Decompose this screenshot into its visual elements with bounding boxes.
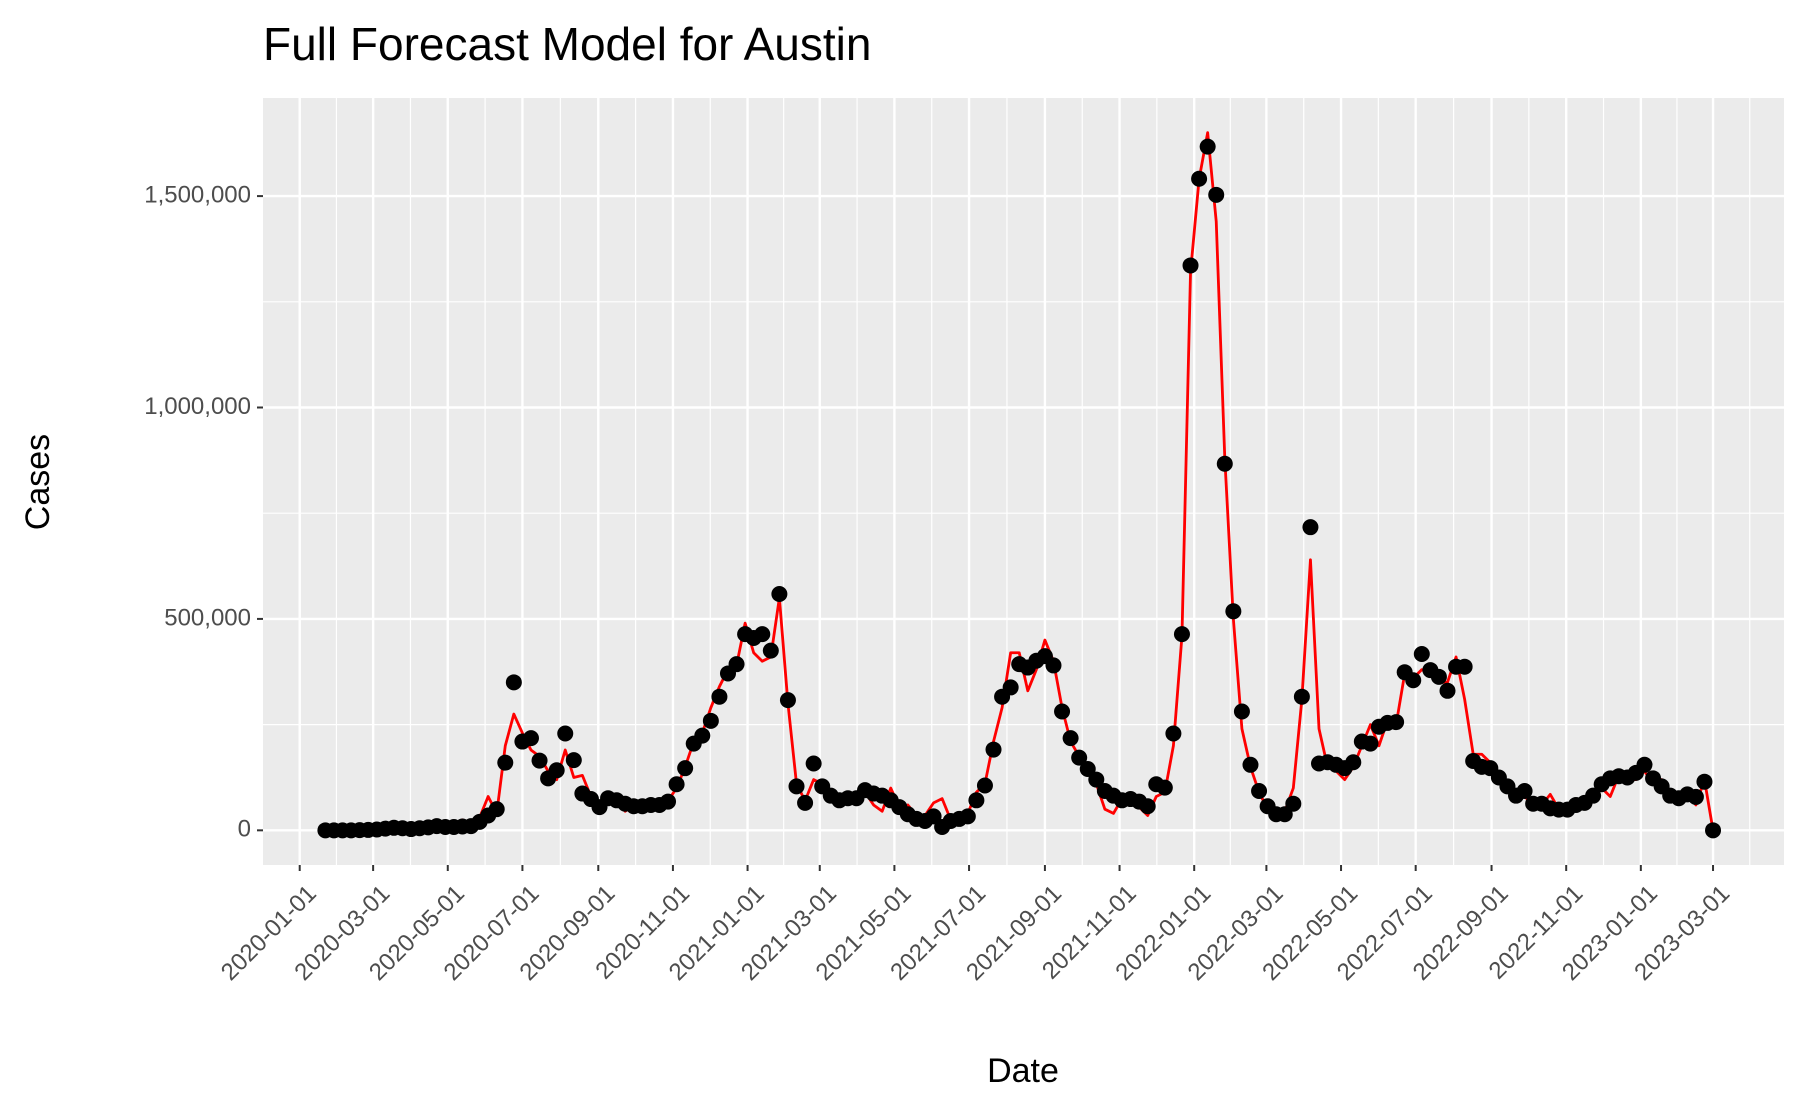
- data-point: [1276, 806, 1293, 823]
- data-point: [968, 792, 985, 809]
- data-point: [1182, 257, 1199, 274]
- data-point: [1079, 761, 1096, 778]
- data-point: [505, 674, 522, 691]
- y-axis-title: Cases: [19, 434, 57, 530]
- x-axis-title: Date: [987, 1052, 1059, 1090]
- data-point: [1002, 679, 1019, 696]
- data-point: [1071, 749, 1088, 766]
- data-point: [788, 778, 805, 795]
- data-point: [660, 793, 677, 810]
- data-point: [1233, 703, 1250, 720]
- data-point: [522, 730, 539, 747]
- data-point: [771, 585, 788, 602]
- data-point: [1585, 787, 1602, 804]
- data-point: [1054, 703, 1071, 720]
- data-point: [548, 762, 565, 779]
- data-point: [1345, 754, 1362, 771]
- plot-panel: [263, 98, 1784, 865]
- y-tick-label: 1,500,000: [144, 181, 251, 208]
- data-point: [565, 752, 582, 769]
- data-point: [754, 626, 771, 643]
- data-point: [1216, 455, 1233, 472]
- y-tick-label: 1,000,000: [144, 393, 251, 420]
- data-point: [1439, 682, 1456, 699]
- data-point: [1045, 657, 1062, 674]
- data-point: [1251, 783, 1268, 800]
- data-point: [1413, 646, 1430, 663]
- data-point: [1636, 756, 1653, 773]
- data-point: [976, 777, 993, 794]
- data-point: [805, 755, 822, 772]
- data-point: [728, 656, 745, 673]
- data-point: [1705, 822, 1722, 839]
- data-point: [668, 776, 685, 793]
- data-point: [1088, 771, 1105, 788]
- data-point: [1165, 725, 1182, 742]
- data-point: [497, 754, 514, 771]
- data-point: [1696, 773, 1713, 790]
- data-line: [325, 131, 1715, 832]
- data-point: [1242, 756, 1259, 773]
- data-point: [1285, 795, 1302, 812]
- data-point: [985, 741, 1002, 758]
- data-point: [1687, 788, 1704, 805]
- data-point: [702, 712, 719, 729]
- data-point: [925, 808, 942, 825]
- data-point: [488, 801, 505, 818]
- data-point: [1516, 783, 1533, 800]
- data-point: [1173, 626, 1190, 643]
- y-tick-label: 0: [238, 816, 251, 843]
- data-point: [1062, 730, 1079, 747]
- data-point: [694, 727, 711, 744]
- data-point: [1362, 735, 1379, 752]
- data-point: [1191, 170, 1208, 187]
- data-point: [1456, 658, 1473, 675]
- y-tick-label: 500,000: [164, 604, 251, 631]
- data-point: [762, 642, 779, 659]
- data-point: [1225, 603, 1242, 620]
- data-point: [779, 692, 796, 709]
- data-point: [797, 794, 814, 811]
- data-point: [1430, 668, 1447, 685]
- data-point: [557, 725, 574, 742]
- data-point: [1302, 519, 1319, 536]
- data-point: [531, 752, 548, 769]
- data-point: [1139, 798, 1156, 815]
- data-point: [1293, 688, 1310, 705]
- data-point: [1405, 672, 1422, 689]
- data-point: [1199, 138, 1216, 155]
- data-point: [1156, 779, 1173, 796]
- data-point: [1208, 186, 1225, 203]
- data-point: [711, 688, 728, 705]
- data-point: [677, 760, 694, 777]
- chart-title: Full Forecast Model for Austin: [263, 18, 871, 70]
- data-point: [959, 808, 976, 825]
- data-point: [1388, 714, 1405, 731]
